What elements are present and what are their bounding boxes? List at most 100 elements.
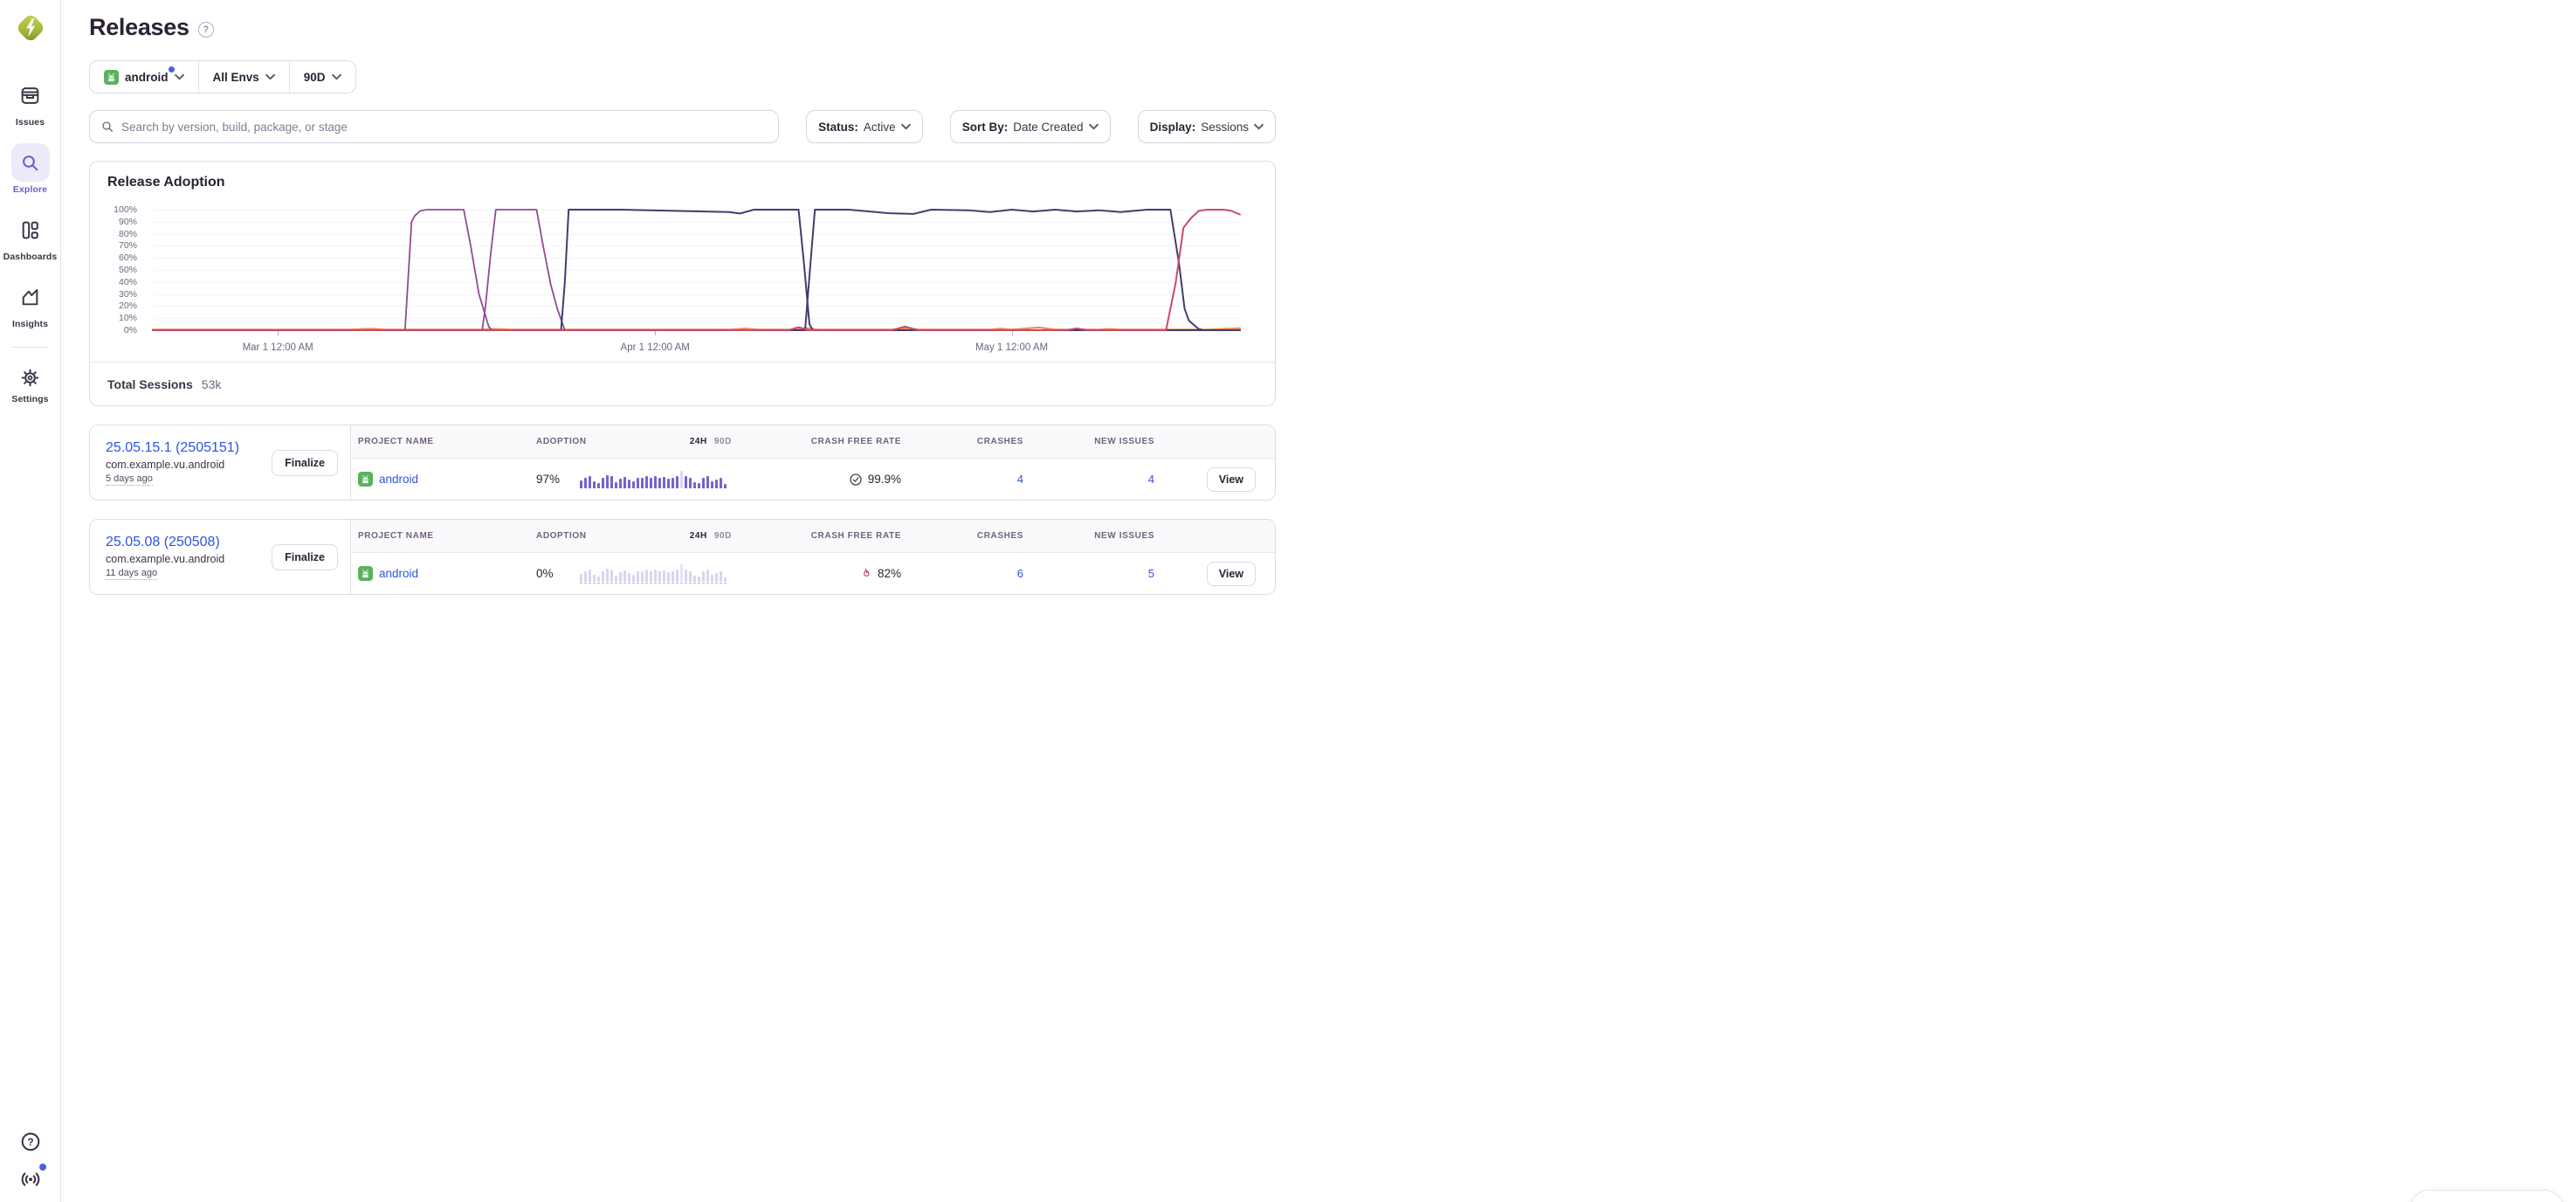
toggle-90d[interactable]: 90D	[713, 531, 732, 541]
release-package: com.example.vu.android	[106, 458, 225, 471]
search-input[interactable]	[121, 120, 768, 134]
sidebar-item-settings[interactable]: Settings	[11, 365, 50, 404]
project-link[interactable]: android	[379, 567, 419, 580]
spark-bar	[685, 475, 687, 488]
spark-bar	[689, 477, 692, 488]
sidebar-item-explore[interactable]: Explore	[10, 143, 50, 195]
sidebar-item-dashboards[interactable]: Dashboards	[3, 211, 58, 262]
spark-bar	[628, 479, 630, 488]
spark-bar	[693, 481, 696, 488]
toggle-24h[interactable]: 24H	[689, 437, 707, 446]
sidebar-item-label: Insights	[11, 319, 49, 329]
project-notification-dot	[168, 66, 175, 73]
y-axis-tick-label: 0%	[123, 325, 137, 335]
y-axis-tick-label: 80%	[118, 228, 137, 239]
notification-dot	[38, 1164, 46, 1171]
chart-series-release-d	[153, 210, 1240, 330]
release-card: 25.05.08 (250508) com.example.vu.android…	[89, 519, 1276, 595]
floating-widget-peek[interactable]	[2410, 1190, 2564, 1202]
spark-bar	[676, 569, 678, 582]
gridline	[153, 270, 1240, 271]
project-filter-value: android	[125, 66, 175, 84]
display-value: Sessions	[1201, 120, 1249, 134]
display-dropdown[interactable]: Display: Sessions	[1137, 110, 1276, 143]
spark-bar	[597, 576, 600, 582]
sort-by-value: Date Created	[1013, 120, 1084, 134]
release-age[interactable]: 5 days ago	[106, 473, 153, 486]
spark-bar	[667, 571, 670, 582]
spark-bar	[685, 569, 687, 582]
x-axis-tick	[655, 331, 657, 335]
toggle-90d[interactable]: 90D	[713, 437, 732, 446]
adoption-value: 97%	[536, 473, 561, 486]
release-adoption-chart[interactable]: 100% 90% 80% 70% 60% 50% 40% 30% 20% 10% 0% Mar 1 …	[114, 197, 1240, 362]
spark-bar	[623, 570, 626, 582]
view-button[interactable]: View	[1206, 466, 1256, 492]
spark-bar	[698, 576, 700, 582]
spark-bar	[663, 476, 665, 488]
project-filter-dropdown[interactable]: android	[90, 61, 198, 93]
project-link[interactable]: android	[379, 473, 419, 486]
spark-bar	[645, 569, 648, 582]
release-version-link[interactable]: 25.05.15.1 (2505151)	[106, 439, 240, 455]
spark-bar	[650, 570, 652, 582]
sidebar-item-issues[interactable]: Issues	[11, 76, 50, 128]
spark-bar	[628, 572, 630, 582]
whats-new-button[interactable]	[19, 1164, 46, 1190]
sentry-logo[interactable]	[14, 11, 47, 45]
crashes-link[interactable]: 6	[1016, 567, 1023, 580]
chevron-down-icon	[900, 123, 911, 130]
header-new-issues: NEW ISSUES	[1094, 531, 1154, 541]
help-button[interactable]: ?	[19, 1130, 42, 1153]
new-issues-link[interactable]: 4	[1147, 473, 1154, 486]
spark-bar	[619, 478, 622, 488]
header-crashes: CRASHES	[976, 437, 1023, 446]
crashes-link[interactable]: 4	[1016, 473, 1023, 486]
environment-filter-value: All Envs	[212, 70, 259, 84]
help-icon: ?	[19, 1130, 42, 1153]
spark-bar	[637, 477, 639, 488]
spark-bar	[589, 475, 591, 488]
spark-bar	[706, 475, 709, 488]
crash-free-value: 82%	[877, 567, 901, 580]
header-new-issues: NEW ISSUES	[1094, 437, 1154, 446]
release-version-link[interactable]: 25.05.08 (250508)	[106, 534, 220, 549]
chart-series-release-c	[153, 210, 1240, 330]
y-axis-tick-label: 20%	[118, 300, 137, 312]
spark-bar	[645, 475, 648, 488]
sort-by-dropdown[interactable]: Sort By: Date Created	[949, 110, 1111, 143]
adoption-sparkline	[580, 470, 727, 489]
finalize-button[interactable]: Finalize	[272, 449, 338, 476]
spark-bar	[615, 481, 617, 488]
chevron-down-icon	[331, 73, 341, 80]
spark-bar	[593, 480, 596, 488]
environment-filter-dropdown[interactable]: All Envs	[197, 61, 289, 93]
gear-icon	[19, 367, 41, 389]
spark-bar	[606, 568, 609, 582]
header-crash-free-rate: CRASH FREE RATE	[810, 437, 901, 446]
new-issues-link[interactable]: 5	[1147, 567, 1154, 580]
spark-bar	[724, 577, 727, 582]
spark-bar	[589, 569, 591, 582]
insights-icon	[19, 287, 41, 308]
check-circle-icon	[849, 473, 863, 487]
release-summary: 25.05.08 (250508) com.example.vu.android…	[90, 520, 351, 594]
status-dropdown[interactable]: Status: Active	[806, 110, 923, 143]
release-adoption-panel: Release Adoption 100% 90% 80% 70% 60% 50% 40% 3…	[89, 161, 1276, 406]
finalize-button[interactable]: Finalize	[272, 543, 338, 570]
release-age[interactable]: 11 days ago	[106, 567, 158, 580]
view-button[interactable]: View	[1206, 561, 1256, 586]
spark-bar	[602, 570, 604, 582]
spark-bar	[610, 475, 613, 488]
spark-bar	[680, 470, 683, 488]
gridline	[153, 318, 1240, 320]
toggle-24h[interactable]: 24H	[689, 531, 707, 541]
adoption-value: 0%	[536, 567, 554, 580]
chevron-down-icon	[1254, 123, 1264, 130]
y-axis-tick-label: 60%	[118, 252, 137, 264]
sidebar-item-insights[interactable]: Insights	[11, 278, 50, 329]
date-range-filter-dropdown[interactable]: 90D	[288, 61, 355, 93]
spark-bar	[615, 575, 617, 582]
page-help-icon[interactable]: ?	[197, 21, 214, 38]
spark-bar	[654, 569, 657, 582]
